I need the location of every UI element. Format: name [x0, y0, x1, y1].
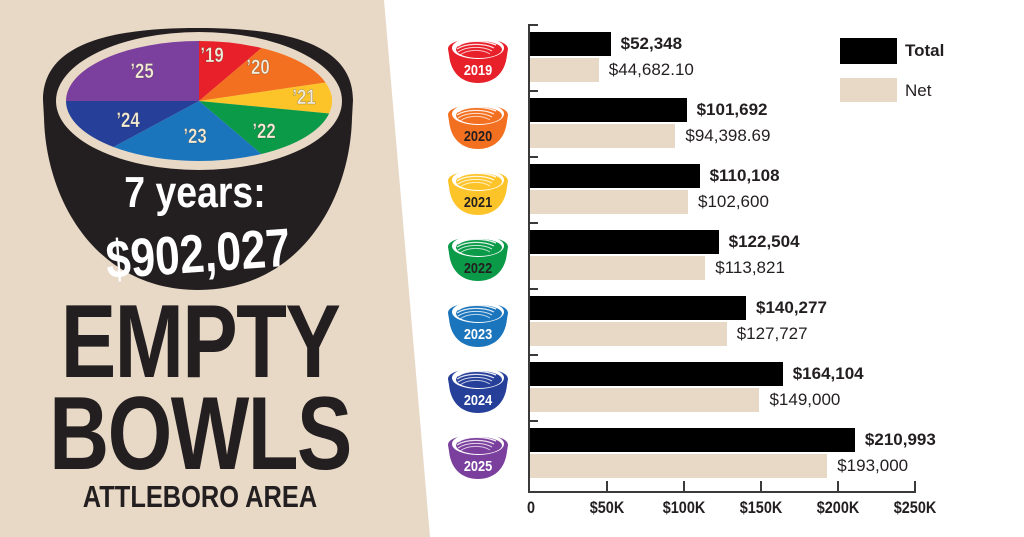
title-bowls: BOWLS	[49, 376, 352, 492]
pie-label: ’22	[252, 120, 275, 143]
pie-slice-2020	[199, 48, 326, 101]
value-label-total: $122,504	[728, 232, 800, 251]
year-label: 2020	[463, 128, 493, 145]
x-tick	[837, 481, 839, 492]
bar-total-2019	[530, 32, 611, 56]
subtitle-attleboro-area: ATTLEBORO AREA	[82, 479, 318, 514]
headline-text: 7 years:	[124, 167, 265, 217]
pie-bowl-graphic: ’19 ’20 ’21 ’22 ’23 ’24 ’25 7 years: $902,027	[43, 28, 353, 291]
x-tick-label: $100K	[662, 498, 706, 517]
pie-slice-2019	[199, 41, 262, 101]
pie-label: ’24	[116, 109, 140, 132]
value-label-net: $193,000	[837, 456, 909, 475]
pie-label: ’25	[130, 60, 154, 83]
y-axis-line	[528, 24, 530, 493]
pie-label: ’21	[292, 86, 316, 109]
year-label: 2025	[463, 458, 493, 475]
y-tick	[528, 288, 538, 290]
pie-label: ’20	[246, 56, 269, 79]
y-tick	[528, 354, 538, 356]
pie-label: ’19	[200, 44, 223, 67]
bowl-icon-2019: 2019	[446, 29, 510, 85]
year-label: 2019	[463, 62, 493, 79]
legend-swatch-net	[840, 78, 897, 102]
value-label-total: $52,348	[620, 34, 683, 53]
title-empty: EMPTY	[60, 284, 341, 400]
bowl-icon-2020: 2020	[446, 95, 510, 151]
x-tick	[914, 481, 916, 492]
x-tick-label: $50K	[589, 498, 625, 517]
bowl-icon-2021: 2021	[446, 161, 510, 217]
x-tick	[606, 481, 608, 492]
pie-slice-2023	[113, 101, 262, 162]
year-label: 2021	[463, 194, 493, 211]
bar-net-2020	[530, 124, 676, 148]
x-tick	[760, 481, 762, 492]
value-label-net: $102,600	[698, 192, 769, 211]
value-label-total: $210,993	[864, 430, 936, 449]
bar-net-2021	[530, 190, 688, 214]
year-label: 2024	[463, 392, 493, 409]
pie-label: ’23	[183, 125, 206, 148]
bar-total-2025	[530, 428, 855, 452]
bar-total-2024	[530, 362, 783, 386]
value-label-net: $44,682.10	[608, 60, 694, 79]
bowl-icon-2025: 2025	[446, 425, 510, 481]
bar-total-2020	[530, 98, 687, 122]
bar-net-2025	[530, 454, 828, 478]
pie-chart	[66, 41, 332, 162]
bar-net-2023	[530, 322, 727, 346]
year-label: 2023	[463, 326, 493, 343]
pie-labels: ’19 ’20 ’21 ’22 ’23 ’24 ’25	[116, 44, 316, 149]
y-tick	[528, 420, 538, 422]
x-tick-label: $250K	[893, 498, 937, 517]
value-label-net: $127,727	[736, 324, 808, 343]
value-label-net: $113,821	[715, 258, 785, 277]
bar-net-2024	[530, 388, 760, 412]
year-label: 2022	[463, 260, 493, 277]
bowl-icon-2023: 2023	[446, 293, 510, 349]
legend-label-net: Net	[905, 81, 932, 100]
y-tick	[528, 90, 538, 92]
value-label-net: $94,398.69	[685, 126, 771, 145]
pie-slice-2022	[199, 101, 330, 154]
pie-slice-2024	[66, 101, 199, 147]
value-label-total: $110,108	[709, 166, 780, 185]
bar-net-2019	[530, 58, 599, 82]
y-tick	[528, 156, 538, 158]
grand-total-text: $902,027	[104, 218, 292, 291]
value-label-net: $149,000	[769, 390, 841, 409]
x-tick-label: $200K	[816, 498, 860, 517]
value-label-total: $164,104	[792, 364, 864, 383]
x-tick-label: $150K	[739, 498, 783, 517]
bowl-icon-2022: 2022	[446, 227, 510, 283]
pie-slice-2025	[66, 41, 199, 101]
y-tick	[528, 222, 538, 224]
x-tick	[683, 481, 685, 492]
legend-label-total: Total	[905, 41, 945, 60]
value-label-total: $140,277	[756, 298, 827, 317]
bar-total-2023	[530, 296, 747, 320]
y-tick	[528, 24, 538, 26]
bowl-icon-2024: 2024	[446, 359, 510, 415]
x-tick-label: 0	[526, 498, 536, 517]
bar-total-2022	[530, 230, 719, 254]
value-label-total: $101,692	[696, 100, 768, 119]
x-axis-line	[528, 491, 916, 493]
legend-swatch-total	[840, 38, 897, 64]
pie-slice-2021	[199, 82, 332, 114]
bar-total-2021	[530, 164, 700, 188]
bar-net-2022	[530, 256, 706, 280]
